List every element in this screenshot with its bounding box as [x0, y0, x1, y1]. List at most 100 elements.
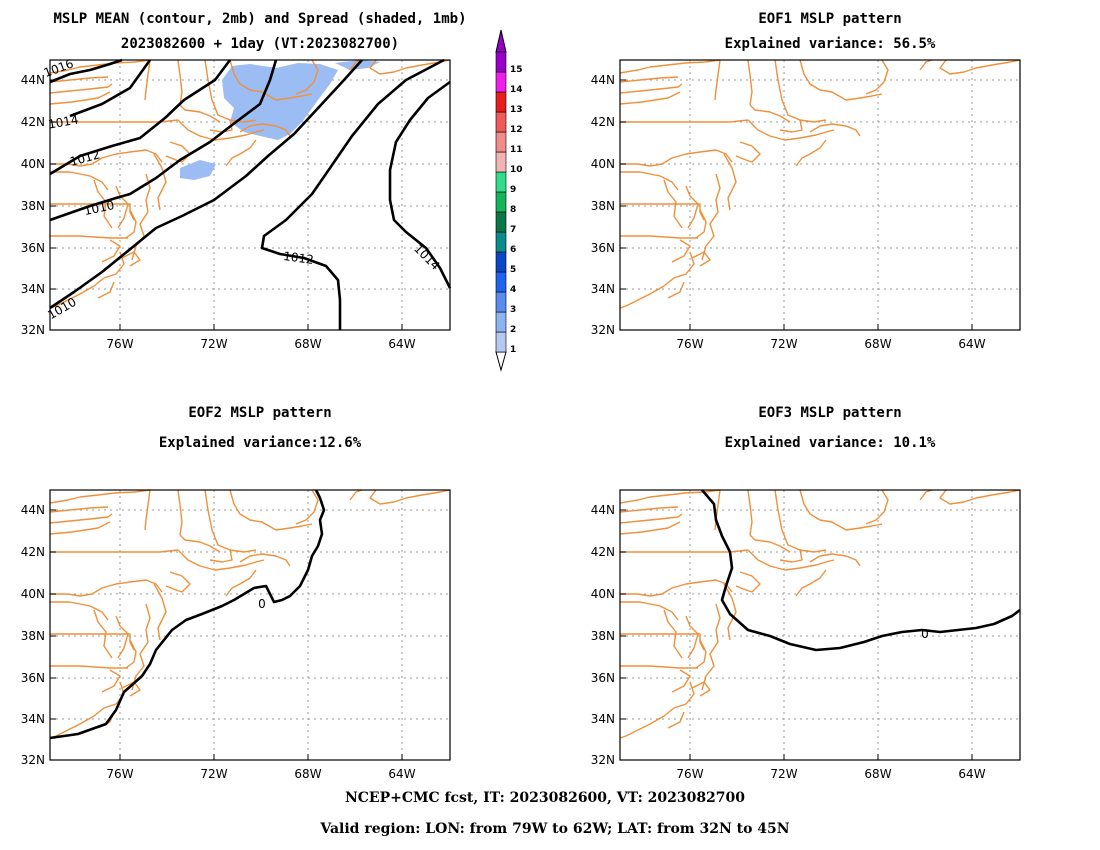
colorbar-label: 7 — [510, 225, 516, 235]
zero-contour — [49, 489, 326, 740]
contour-label: 0 — [258, 597, 266, 611]
y-tick-label: 38N — [21, 199, 45, 213]
x-tick-label: 68W — [864, 767, 891, 781]
colorbar-label: 13 — [510, 105, 523, 115]
y-tick-label: 34N — [21, 712, 45, 726]
x-tick-label: 68W — [294, 767, 321, 781]
colorbar-swatch — [495, 251, 507, 273]
y-tick-label: 36N — [21, 241, 45, 255]
colorbar-label: 12 — [510, 125, 523, 135]
y-tick-label: 38N — [21, 629, 45, 643]
x-tick-label: 72W — [770, 767, 797, 781]
x-tick-label: 72W — [200, 767, 227, 781]
colorbar-label: 5 — [510, 265, 516, 275]
y-tick-label: 32N — [21, 323, 45, 337]
panel2-subtitle: Explained variance: 56.5% — [725, 36, 936, 52]
y-tick-label: 40N — [21, 587, 45, 601]
y-tick-label: 44N — [591, 503, 615, 517]
colorbar-swatch — [495, 291, 507, 313]
spread-shading — [180, 60, 380, 180]
y-tick-label: 42N — [591, 545, 615, 559]
colorbar-swatch — [495, 191, 507, 213]
colorbar-swatch — [495, 271, 507, 293]
colorbar-label: 10 — [510, 165, 523, 175]
x-tick-label: 72W — [770, 337, 797, 351]
x-tick-label: 76W — [106, 767, 133, 781]
x-tick-label: 76W — [676, 767, 703, 781]
y-tick-label: 44N — [591, 73, 615, 87]
y-tick-label: 36N — [21, 671, 45, 685]
y-tick-label: 34N — [591, 282, 615, 296]
colorbar-label: 14 — [510, 85, 523, 95]
panel2-title: EOF1 MSLP pattern — [758, 11, 901, 27]
x-tick-label: 64W — [958, 767, 985, 781]
y-tick-label: 32N — [591, 323, 615, 337]
x-tick-label: 64W — [388, 337, 415, 351]
colorbar-swatch — [495, 131, 507, 153]
x-tick-label: 76W — [106, 337, 133, 351]
y-tick-label: 40N — [21, 157, 45, 171]
plot-frame — [49, 59, 451, 331]
contour-label: 1012 — [282, 249, 314, 267]
y-tick-label: 36N — [591, 671, 615, 685]
x-tick-label: 68W — [294, 337, 321, 351]
y-tick-label: 42N — [21, 545, 45, 559]
colorbar-swatch — [495, 91, 507, 113]
y-tick-label: 44N — [21, 503, 45, 517]
y-tick-label: 38N — [591, 199, 615, 213]
footer-valid-region: Valid region: LON: from 79W to 62W; LAT:… — [319, 821, 789, 837]
mslp-isobars — [49, 58, 452, 330]
panel-mslp-mean: 1016 1014 1012 1010 1012 1010 1014 76W 72… — [21, 56, 452, 351]
x-tick-label: 64W — [958, 337, 985, 351]
y-tick-label: 34N — [21, 282, 45, 296]
x-tick-label: 72W — [200, 337, 227, 351]
colorbar-label: 11 — [510, 145, 523, 155]
y-tick-label: 38N — [591, 629, 615, 643]
x-tick-label: 76W — [676, 337, 703, 351]
colorbar-swatch — [495, 171, 507, 193]
panel-eof2: 0 76W 72W 68W 64W 44N 42N 40N 38N 36N 34N 32N — [21, 489, 451, 781]
colorbar-max-arrow — [495, 29, 507, 53]
x-tick-label: 64W — [388, 767, 415, 781]
panel1-subtitle: 2023082600 + 1day (VT:2023082700) — [121, 36, 399, 52]
colorbar-swatch — [495, 111, 507, 133]
y-tick-label: 42N — [591, 115, 615, 129]
contour-label: 1014 — [411, 241, 442, 272]
plot-frame — [619, 59, 1021, 331]
panel-eof1: 76W 72W 68W 64W 44N 42N 40N 38N 36N 34N 32N — [591, 59, 1021, 351]
colorbar-swatch — [495, 231, 507, 253]
y-tick-label: 42N — [21, 115, 45, 129]
colorbar-swatch — [495, 51, 507, 73]
y-tick-label: 32N — [21, 753, 45, 767]
y-tick-label: 40N — [591, 587, 615, 601]
y-tick-label: 44N — [21, 73, 45, 87]
colorbar-swatch — [495, 311, 507, 333]
colorbar-label: 6 — [510, 245, 516, 255]
y-tick-label: 34N — [591, 712, 615, 726]
x-tick-label: 68W — [864, 337, 891, 351]
panel3-subtitle: Explained variance:12.6% — [159, 435, 362, 451]
colorbar-swatch — [495, 331, 507, 353]
colorbar-swatch — [495, 71, 507, 93]
panel4-subtitle: Explained variance: 10.1% — [725, 435, 936, 451]
contour-label: 0 — [921, 627, 929, 641]
colorbar-label: 3 — [510, 305, 516, 315]
y-tick-label: 36N — [591, 241, 615, 255]
colorbar-label: 2 — [510, 325, 516, 335]
zero-contour — [701, 489, 1021, 652]
colorbar-label: 9 — [510, 185, 516, 195]
colorbar-min-arrow — [495, 351, 507, 372]
panel-eof3: 0 76W 72W 68W 64W 44N 42N 40N 38N 36N 34N 32N — [591, 489, 1021, 781]
panel3-title: EOF2 MSLP pattern — [188, 405, 331, 421]
plot-frame — [49, 489, 451, 761]
plot-frame — [619, 489, 1021, 761]
y-tick-label: 40N — [591, 157, 615, 171]
y-tick-label: 32N — [591, 753, 615, 767]
colorbar-swatch — [495, 151, 507, 173]
panel1-title: MSLP MEAN (contour, 2mb) and Spread (sha… — [53, 11, 466, 27]
colorbar-label: 15 — [510, 65, 523, 75]
contour-label: 1014 — [47, 113, 80, 132]
colorbar-swatch — [495, 211, 507, 233]
